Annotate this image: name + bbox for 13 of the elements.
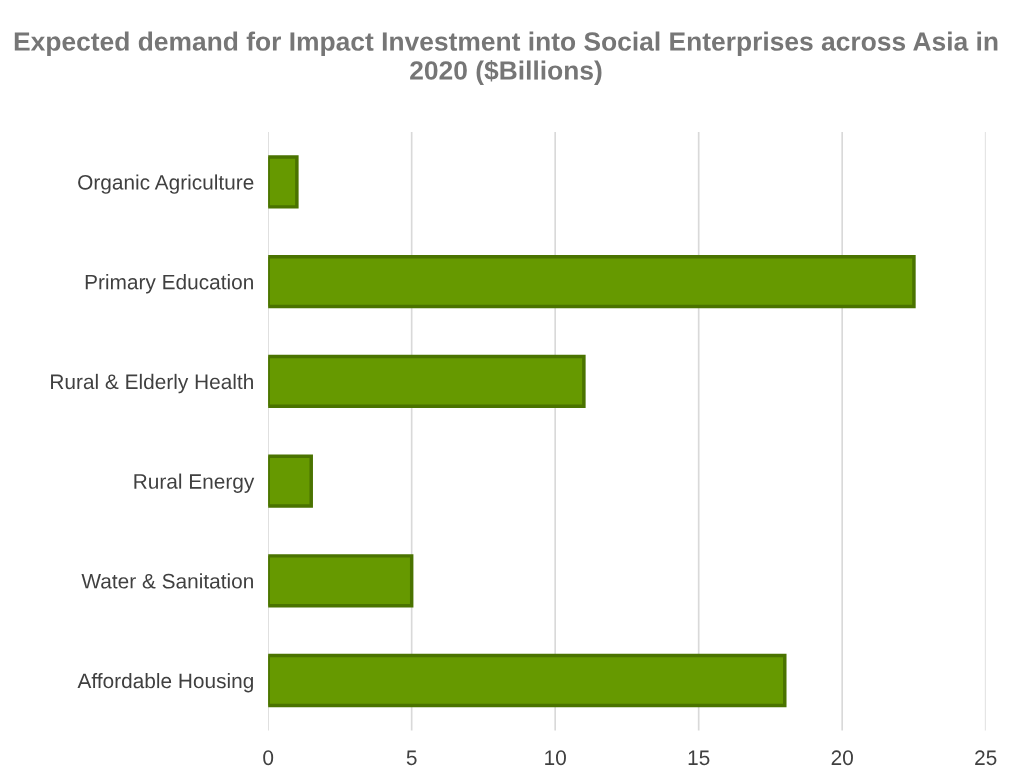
x-tick-label: 15 — [688, 750, 710, 766]
y-tick-label: Organic Agriculture — [78, 174, 254, 194]
x-tick-label: 0 — [263, 750, 274, 766]
x-tick-label: 20 — [831, 750, 853, 766]
x-tick-label: 25 — [975, 750, 997, 766]
y-tick-label: Water & Sanitation — [81, 573, 253, 589]
y-tick-label: Rural & Elderly Health — [51, 373, 253, 394]
x-tick-label: 10 — [545, 750, 566, 766]
y-tick-label: Rural Energy — [134, 473, 255, 493]
y-tick-label: Affordable Housing — [77, 672, 253, 693]
y-tick-label: Primary Education — [85, 274, 253, 294]
x-tick-label: 5 — [406, 750, 417, 766]
chart-title: Expected demand for Impact Investment into Social Enterprises across Asia in 2020 ($Billions) — [14, 31, 998, 86]
